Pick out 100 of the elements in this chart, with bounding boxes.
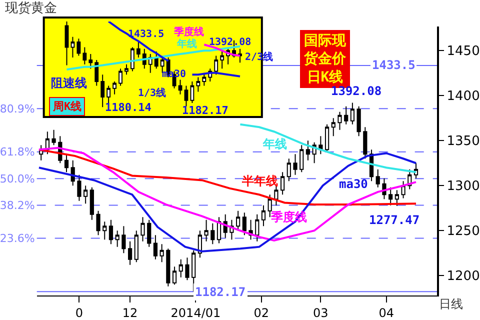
- candlestick: [331, 118, 336, 137]
- annotation: 1182.17: [182, 104, 228, 117]
- series-label: 年线: [176, 38, 197, 50]
- candlestick: [220, 50, 224, 70]
- candlestick: [363, 126, 368, 160]
- x-tick-label: 2014/01: [170, 306, 221, 320]
- y2-tick-label: 23.6%: [0, 232, 35, 246]
- series-label: 年线: [262, 137, 287, 151]
- candlestick: [202, 72, 206, 86]
- y-tick-label: 1300: [446, 179, 480, 194]
- ref-line-label: 1433.5: [372, 58, 416, 72]
- candlestick: [102, 221, 107, 240]
- candlestick: [214, 55, 218, 76]
- y2-tick-label: 61.8%: [0, 146, 35, 159]
- candlestick: [324, 124, 330, 152]
- candlestick: [196, 76, 200, 92]
- candlestick: [84, 185, 88, 204]
- candlestick: [286, 158, 291, 182]
- candlestick: [118, 68, 122, 86]
- candlestick: [376, 168, 380, 188]
- x-tick-label: 03: [313, 306, 328, 320]
- candlestick: [394, 190, 399, 206]
- candlestick: [147, 219, 152, 248]
- candlestick: [350, 102, 355, 125]
- candlestick: [356, 106, 361, 137]
- candlestick: [255, 214, 260, 242]
- x-tick-label: 04: [378, 306, 394, 320]
- line-series: [239, 123, 417, 174]
- annotation: 1277.47: [369, 213, 420, 227]
- candlestick: [318, 136, 323, 155]
- candlestick: [184, 85, 188, 107]
- y-tick-label: 1450: [446, 44, 480, 60]
- candlestick: [344, 106, 348, 125]
- candlestick: [210, 222, 215, 245]
- candlestick: [108, 219, 114, 245]
- candlestick: [124, 64, 128, 76]
- candlestick: [128, 240, 132, 266]
- candlestick: [94, 60, 99, 86]
- candlestick: [338, 111, 342, 130]
- annotation: 1180.14: [105, 101, 152, 114]
- candlestick: [136, 40, 140, 58]
- y-tick-label: 1400: [446, 89, 480, 104]
- candlestick: [198, 230, 202, 258]
- candlestick: [88, 54, 93, 70]
- candlestick: [82, 46, 87, 65]
- y2-tick-label: 50.0%: [0, 172, 35, 186]
- candlestick: [280, 172, 285, 196]
- candlestick: [112, 81, 117, 95]
- x-tick-label: 0: [75, 306, 84, 320]
- line-series: [38, 152, 417, 252]
- series-label: 季度线: [173, 26, 204, 38]
- candlestick: [236, 210, 240, 232]
- y-tick-label: 1350: [446, 134, 480, 150]
- y-tick-label: 1200: [446, 269, 480, 284]
- candlestick: [178, 79, 182, 95]
- candlestick: [238, 48, 242, 64]
- annotation: 国际现货金价日K线: [303, 33, 347, 86]
- candlestick: [115, 230, 120, 248]
- candlestick: [76, 38, 81, 56]
- candlestick: [96, 210, 100, 236]
- candlestick: [172, 266, 177, 286]
- candlestick: [401, 180, 406, 199]
- candlestick: [274, 185, 278, 206]
- candlestick: [100, 74, 105, 108]
- candlestick: [140, 216, 145, 242]
- y2-tick-label: 80.9%: [0, 102, 35, 116]
- candlestick: [122, 226, 126, 254]
- candlestick: [64, 21, 69, 66]
- candlestick: [261, 204, 266, 227]
- x-tick-label: 12: [122, 306, 138, 320]
- candlestick: [306, 140, 310, 161]
- candlestick: [178, 258, 183, 278]
- candlestick: [293, 154, 298, 176]
- series-label: ma30: [339, 177, 368, 191]
- candlestick: [204, 219, 208, 242]
- candlestick: [153, 234, 158, 260]
- candlestick: [77, 174, 82, 202]
- candlestick: [64, 154, 69, 173]
- candlestick: [134, 230, 138, 263]
- candlestick: [268, 194, 272, 218]
- candlestick: [190, 81, 194, 104]
- candlestick: [300, 144, 304, 173]
- candlestick: [106, 85, 111, 104]
- candlestick: [160, 244, 164, 263]
- x-tick-label: 02: [254, 306, 270, 320]
- candlestick: [388, 186, 393, 206]
- candlestick: [166, 248, 170, 287]
- candlestick: [242, 212, 246, 236]
- y2-tick-label: 38.2%: [0, 199, 35, 212]
- annotation: 阻速线: [51, 76, 87, 90]
- y-tick-label: 1250: [446, 224, 480, 240]
- line-series: [38, 148, 417, 206]
- ref-line-label: 1182.17: [195, 285, 246, 299]
- candlestick: [52, 129, 56, 146]
- candlestick: [70, 36, 75, 58]
- x-axis-title: 日线: [439, 297, 463, 311]
- candlestick: [216, 216, 222, 244]
- chart-title: 现货黄金: [5, 1, 57, 16]
- candlestick: [185, 257, 190, 281]
- annotation: 1433.5: [128, 29, 164, 40]
